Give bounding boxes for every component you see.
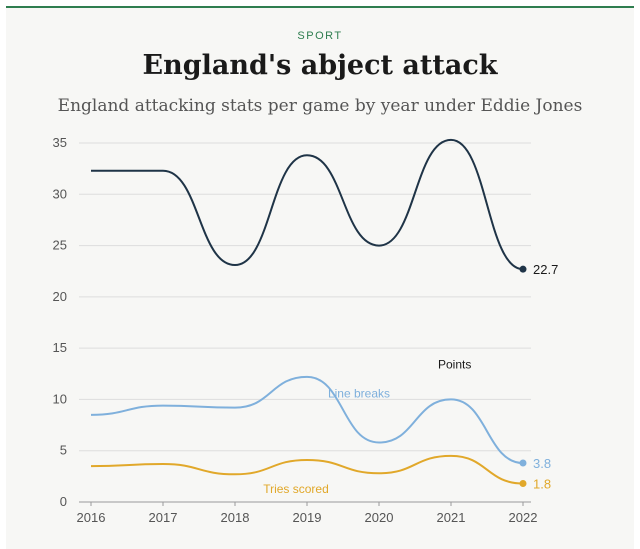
section-kicker[interactable]: SPORT (297, 30, 343, 42)
series-label: Tries scored (263, 482, 329, 496)
x-tick-label: 2022 (509, 510, 538, 525)
end-value-label: 22.7 (533, 262, 558, 277)
series-line-line-breaks (90, 375, 524, 465)
x-tick-label: 2021 (437, 510, 466, 525)
end-value-label: 1.8 (533, 477, 551, 492)
y-tick-label: 35 (53, 135, 67, 150)
x-tick-label: 2020 (365, 510, 394, 525)
end-value-label: 3.8 (533, 456, 551, 471)
series-line-tries-scored (90, 454, 524, 485)
x-tick-label: 2018 (221, 510, 250, 525)
y-tick-label: 15 (53, 340, 67, 355)
chart-card: SPORT England's abject attack England at… (6, 6, 634, 549)
y-tick-label: 5 (60, 443, 67, 458)
y-tick-label: 10 (53, 391, 67, 406)
y-tick-label: 30 (53, 186, 67, 201)
chart-subtitle: England attacking stats per game by year… (57, 96, 583, 116)
series-label: Points (438, 358, 471, 372)
end-point-points (519, 265, 527, 273)
chart-title: England's abject attack (142, 50, 498, 81)
series-line-points (90, 138, 524, 271)
x-tick-label: 2017 (149, 510, 178, 525)
series-label: Line breaks (328, 386, 390, 400)
line-chart: 0 5 10 15 20 25 30 35 2016 2017 2018 2019 2020 2021 20… (53, 135, 559, 525)
y-tick-label: 0 (60, 494, 67, 509)
x-tick-label: 2019 (293, 510, 322, 525)
y-tick-label: 20 (53, 289, 67, 304)
y-tick-label: 25 (53, 238, 67, 253)
end-point-tries-scored (519, 480, 527, 488)
end-point-line-breaks (519, 459, 527, 467)
x-tick-label: 2016 (77, 510, 106, 525)
